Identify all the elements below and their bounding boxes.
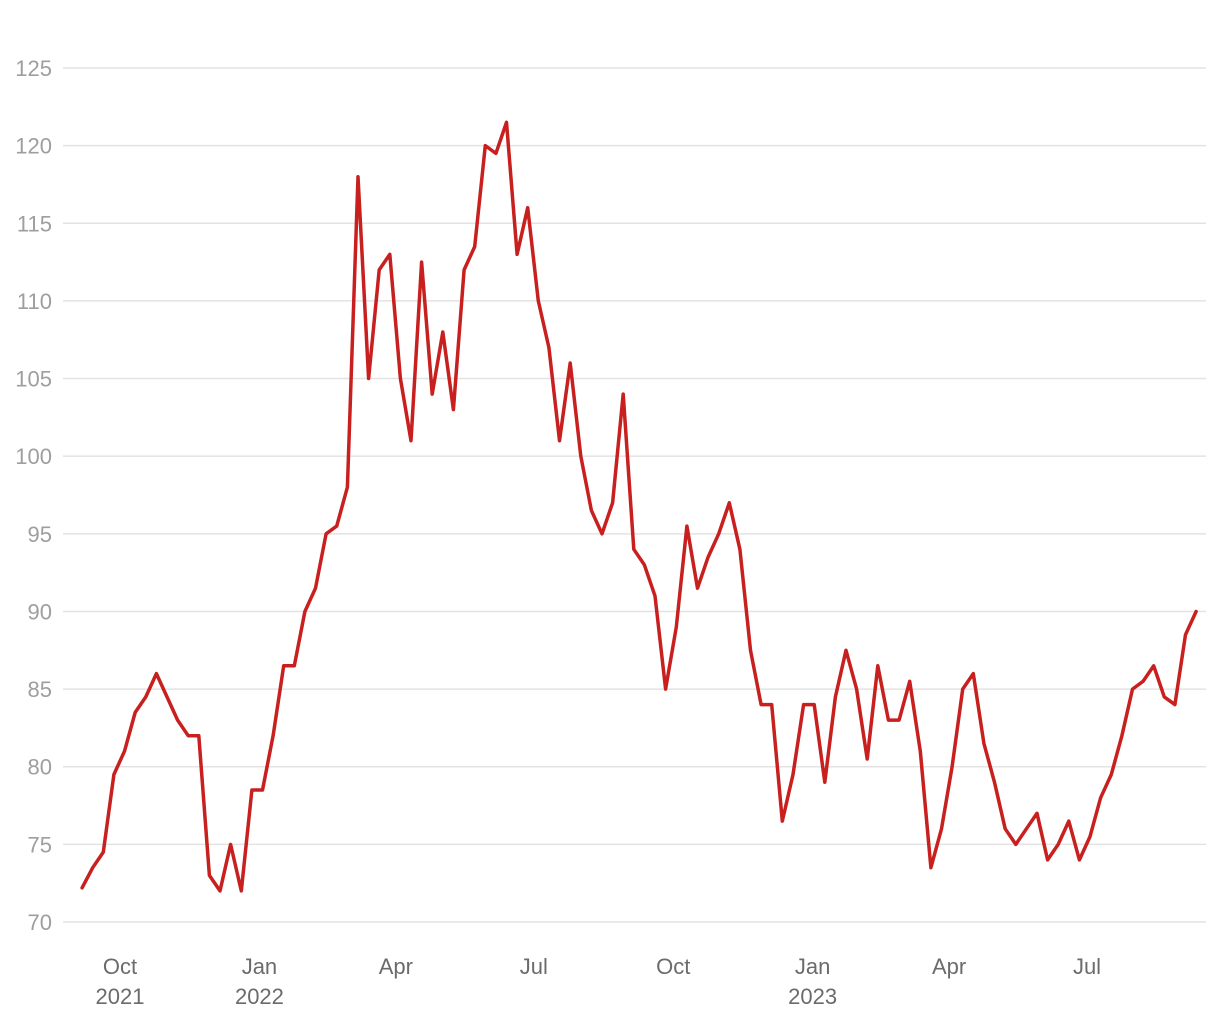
y-tick-label: 125 xyxy=(15,56,52,81)
y-tick-label: 120 xyxy=(15,134,52,159)
y-tick-label: 75 xyxy=(28,832,52,857)
x-tick-year-label: 2022 xyxy=(235,984,284,1009)
x-tick-label: Oct xyxy=(103,954,137,979)
x-tick-label: Oct xyxy=(656,954,690,979)
x-tick-year-label: 2023 xyxy=(788,984,837,1009)
y-tick-label: 80 xyxy=(28,755,52,780)
series-line-price xyxy=(80,120,1198,893)
x-tick-label: Jan xyxy=(242,954,277,979)
y-tick-label: 70 xyxy=(28,910,52,935)
x-tick-year-label: 2021 xyxy=(96,984,145,1009)
x-tick-label: Jul xyxy=(1073,954,1101,979)
y-tick-label: 105 xyxy=(15,367,52,392)
y-tick-label: 115 xyxy=(17,211,52,236)
x-tick-label: Jul xyxy=(520,954,548,979)
y-tick-label: 100 xyxy=(15,444,52,469)
x-tick-label: Apr xyxy=(379,954,413,979)
y-tick-label: 85 xyxy=(28,677,52,702)
y-tick-label: 110 xyxy=(17,289,52,314)
y-tick-label: 95 xyxy=(28,522,52,547)
y-tick-label: 90 xyxy=(28,599,52,624)
x-tick-label: Apr xyxy=(932,954,966,979)
x-tick-label: Jan xyxy=(795,954,830,979)
